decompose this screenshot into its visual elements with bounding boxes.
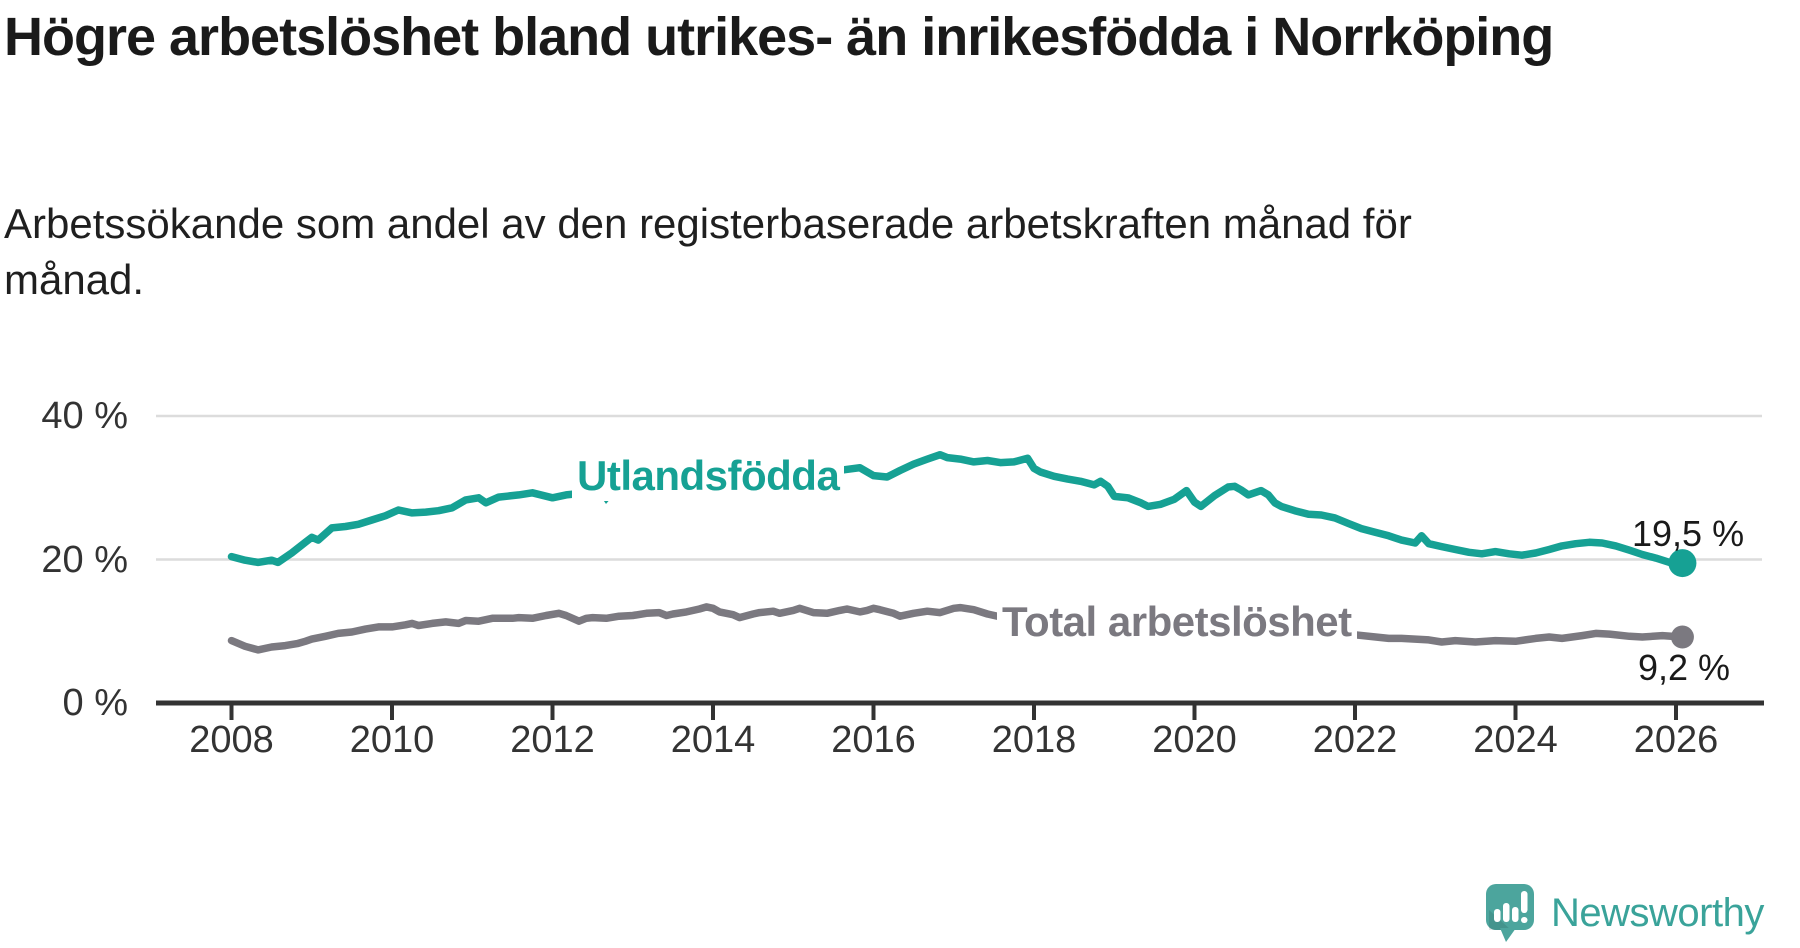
x-tick-label: 2016 — [831, 719, 916, 761]
series-label-utlandsfodda: Utlandsfödda — [572, 451, 845, 501]
gridlines — [156, 414, 1762, 561]
y-tick-label: 20 % — [41, 538, 128, 581]
x-tick-label: 2014 — [670, 719, 756, 761]
x-tick-label: 2022 — [1312, 719, 1398, 761]
x-tick-label: 2026 — [1633, 719, 1719, 761]
x-tick-label: 2020 — [1152, 719, 1237, 761]
series-label-total: Total arbetslöshet — [997, 597, 1357, 647]
y-tick-label: 40 % — [41, 395, 128, 437]
x-tick-label: 2012 — [510, 719, 595, 761]
x-tick-label: 2010 — [349, 719, 435, 761]
newsworthy-logo: Newsworthy — [1485, 882, 1764, 944]
series-paths — [227, 450, 1697, 654]
x-tick-label: 2018 — [991, 719, 1077, 761]
end-value-utlandsfodda: 19,5 % — [1632, 513, 1745, 554]
x-tick-label: 2024 — [1473, 719, 1558, 761]
end-value-total: 9,2 % — [1638, 647, 1731, 688]
chart-subtitle: Arbetssökande som andel av den registerb… — [4, 200, 1412, 303]
newsworthy-logo-text: Newsworthy — [1551, 891, 1764, 935]
y-tick-label: 0 % — [62, 682, 128, 724]
page-title: Högre arbetslöshet bland utrikes- än inr… — [4, 7, 1554, 67]
newsworthy-logo-icon — [1486, 884, 1534, 942]
x-axis — [156, 700, 1764, 720]
x-tick-label: 2008 — [189, 719, 274, 761]
